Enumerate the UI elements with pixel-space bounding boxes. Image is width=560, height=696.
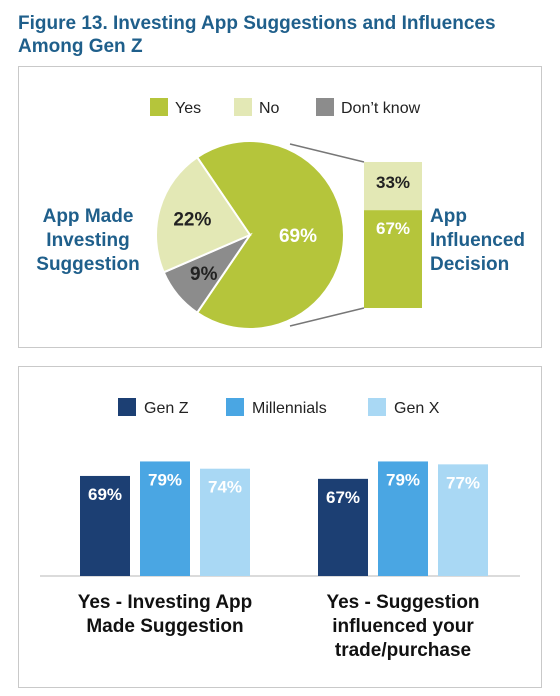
pie-label-yes: 69% [279,226,317,247]
category-label-1: Yes - Suggestion influenced your trade/pur… [326,592,479,661]
legend-label-millennials: Millennials [252,400,327,417]
bar-millennials-1 [378,461,428,576]
legend-label-gen-x: Gen X [394,400,440,417]
pie-slice-no [155,155,252,274]
bar-label-gen-x-1: 77% [446,473,480,492]
legend-swatch-no [234,98,252,116]
legend-swatch-millennials [226,398,244,416]
figure-title: Figure 13. Investing App Suggestions and… [18,13,496,57]
bar-gen-x-0 [200,468,250,576]
stacked-segment-no [364,162,422,211]
bar-label-millennials-0: 79% [148,470,182,489]
legend-label-yes: Yes [175,100,201,117]
legend-label-gen-z: Gen Z [144,400,189,417]
connector-line-bottom [289,307,365,327]
legend-label-no: No [259,100,280,117]
bar-label-gen-z-0: 69% [88,485,122,504]
bar-label-gen-z-1: 67% [326,488,360,507]
stacked-label-no: 33% [376,173,410,192]
bar-gen-x-1 [438,464,488,576]
bar-label-millennials-1: 79% [386,470,420,489]
pie-label-don-t-know: 9% [190,264,218,285]
bar-millennials-0 [140,461,190,576]
legend-swatch-gen-x [368,398,386,416]
legend-swatch-yes [150,98,168,116]
stacked-caption: App Influenced Decision [430,206,525,275]
connector-line-top [289,143,365,163]
pie-caption: App Made Investing Suggestion [36,206,139,275]
legend-label-don-t-know: Don’t know [341,100,421,117]
category-label-0: Yes - Investing App Made Suggestion [78,592,253,637]
bar-gen-z-1 [318,478,368,576]
stacked-label-yes: 67% [376,219,410,238]
legend-swatch-gen-z [118,398,136,416]
pie-label-no: 22% [173,209,211,230]
stacked-segment-yes [364,210,422,308]
legend-swatch-don-t-know [316,98,334,116]
bar-label-gen-x-0: 74% [208,478,242,497]
bar-gen-z-0 [80,475,130,576]
pie-slice-yes [195,140,345,330]
